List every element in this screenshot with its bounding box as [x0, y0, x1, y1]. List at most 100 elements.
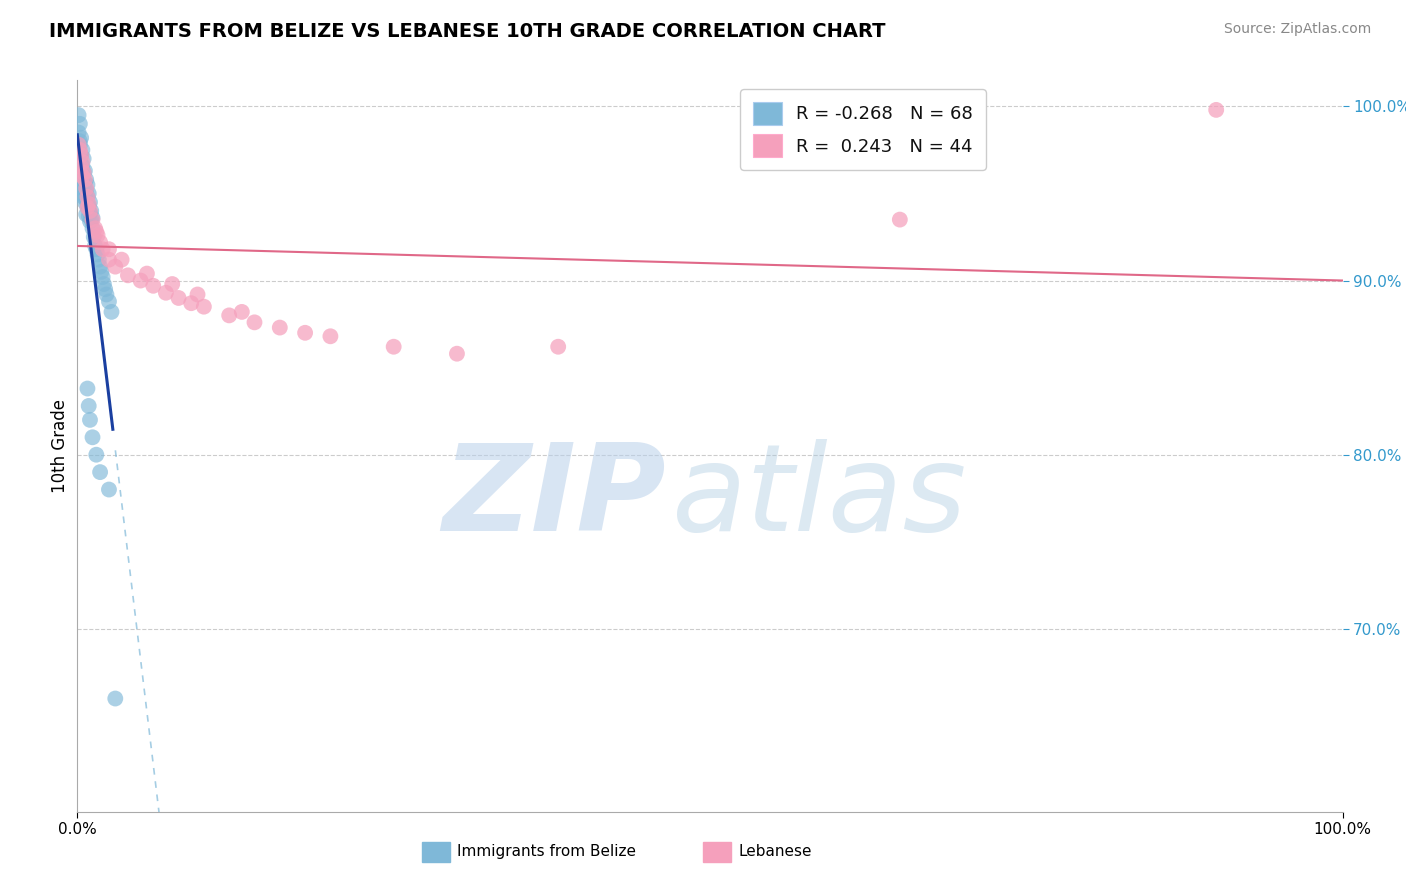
Point: [72, 159, 94, 173]
Point: [72, 169, 94, 183]
Point: [87, 252, 110, 267]
Point: [72, 143, 94, 157]
Point: [77, 399, 100, 413]
Point: [76, 201, 98, 215]
Point: [76, 382, 98, 396]
Text: atlas: atlas: [672, 439, 967, 556]
Legend: R = -0.268   N = 68, R =  0.243   N = 44: R = -0.268 N = 68, R = 0.243 N = 44: [741, 89, 986, 170]
Text: Source: ZipAtlas.com: Source: ZipAtlas.com: [1223, 22, 1371, 37]
Point: [80, 212, 103, 227]
Point: [98, 294, 120, 309]
Point: [86, 242, 108, 256]
Point: [67, 137, 90, 152]
Point: [180, 296, 202, 310]
Point: [69, 169, 91, 183]
Point: [79, 205, 101, 219]
Point: [75, 183, 97, 197]
Point: [73, 176, 96, 190]
Point: [67, 172, 90, 186]
Point: [79, 195, 101, 210]
Point: [82, 221, 104, 235]
Point: [72, 172, 94, 186]
Point: [69, 152, 91, 166]
Text: ZIP: ZIP: [441, 439, 666, 556]
Point: [104, 691, 127, 706]
Point: [89, 235, 111, 250]
Point: [100, 305, 122, 319]
Point: [193, 300, 215, 314]
Point: [446, 347, 468, 361]
Point: [1205, 103, 1227, 117]
Point: [73, 152, 96, 166]
Point: [82, 430, 104, 444]
Point: [70, 186, 93, 201]
Point: [73, 186, 96, 201]
Point: [73, 164, 96, 178]
Point: [98, 242, 120, 256]
Point: [82, 211, 104, 225]
Point: [86, 225, 108, 239]
Point: [69, 143, 91, 157]
Point: [76, 190, 98, 204]
Point: [77, 186, 100, 201]
Point: [79, 214, 101, 228]
Point: [73, 172, 96, 186]
Point: [243, 315, 266, 329]
Point: [76, 190, 98, 204]
Point: [73, 165, 96, 179]
Point: [77, 209, 100, 223]
Point: [73, 183, 96, 197]
Point: [136, 267, 159, 281]
Point: [69, 134, 91, 148]
Text: Immigrants from Belize: Immigrants from Belize: [457, 845, 636, 859]
Point: [75, 207, 97, 221]
Point: [75, 181, 97, 195]
Point: [269, 320, 291, 334]
Point: [155, 285, 177, 300]
Point: [111, 252, 132, 267]
Point: [76, 201, 98, 215]
Point: [69, 137, 91, 152]
Point: [167, 291, 190, 305]
Point: [90, 265, 112, 279]
Point: [75, 194, 97, 208]
Point: [69, 117, 91, 131]
Point: [186, 287, 209, 301]
Point: [96, 287, 118, 301]
Point: [76, 178, 98, 192]
Point: [67, 143, 90, 157]
Point: [547, 340, 569, 354]
Point: [84, 238, 107, 252]
Point: [86, 228, 108, 243]
Point: [67, 126, 90, 140]
Point: [89, 465, 111, 479]
Point: [84, 221, 107, 235]
Point: [94, 282, 117, 296]
Point: [80, 203, 103, 218]
Point: [91, 270, 114, 285]
Point: [91, 242, 114, 256]
Point: [72, 155, 94, 169]
Point: [319, 329, 342, 343]
Y-axis label: 10th Grade: 10th Grade: [51, 399, 69, 493]
Point: [70, 161, 93, 175]
Point: [70, 148, 93, 162]
Point: [70, 130, 93, 145]
Point: [86, 247, 108, 261]
Point: [79, 203, 101, 218]
Point: [67, 155, 90, 169]
Point: [98, 252, 120, 267]
Point: [294, 326, 316, 340]
Point: [93, 277, 115, 291]
Point: [70, 178, 93, 192]
Point: [83, 230, 105, 244]
Text: IMMIGRANTS FROM BELIZE VS LEBANESE 10TH GRADE CORRELATION CHART: IMMIGRANTS FROM BELIZE VS LEBANESE 10TH …: [49, 22, 886, 41]
Point: [75, 172, 97, 186]
Point: [89, 260, 111, 274]
Point: [142, 278, 165, 293]
Point: [73, 195, 96, 210]
Point: [382, 340, 405, 354]
Point: [889, 212, 911, 227]
Point: [70, 148, 93, 162]
Point: [104, 260, 127, 274]
